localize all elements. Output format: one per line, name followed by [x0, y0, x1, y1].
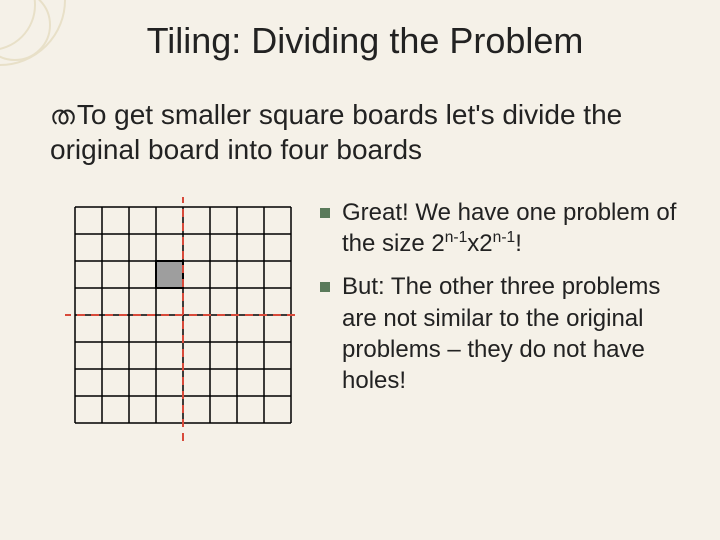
board-svg — [65, 197, 301, 443]
main-bullet-glyph: ത — [50, 100, 75, 130]
sub-bullet-item: But: The other three problems are not si… — [320, 271, 680, 396]
square-bullet-icon — [320, 208, 330, 218]
sub-bullet-item: Great! We have one problem of the size 2… — [320, 197, 680, 259]
board-diagram — [60, 192, 290, 442]
main-bullet-text: To get smaller square boards let's divid… — [50, 99, 622, 165]
corner-decoration — [0, 0, 100, 100]
main-bullet: തTo get smaller square boards let's divi… — [50, 97, 680, 167]
sub-bullet-text: But: The other three problems are not si… — [342, 271, 680, 396]
square-bullet-icon — [320, 282, 330, 292]
content-row: Great! We have one problem of the size 2… — [50, 192, 680, 442]
slide-content: Tiling: Dividing the Problem തTo get sma… — [0, 0, 720, 472]
sub-bullet-list: Great! We have one problem of the size 2… — [320, 192, 680, 408]
sub-bullet-text: Great! We have one problem of the size 2… — [342, 197, 680, 259]
slide-title: Tiling: Dividing the Problem — [50, 20, 680, 62]
